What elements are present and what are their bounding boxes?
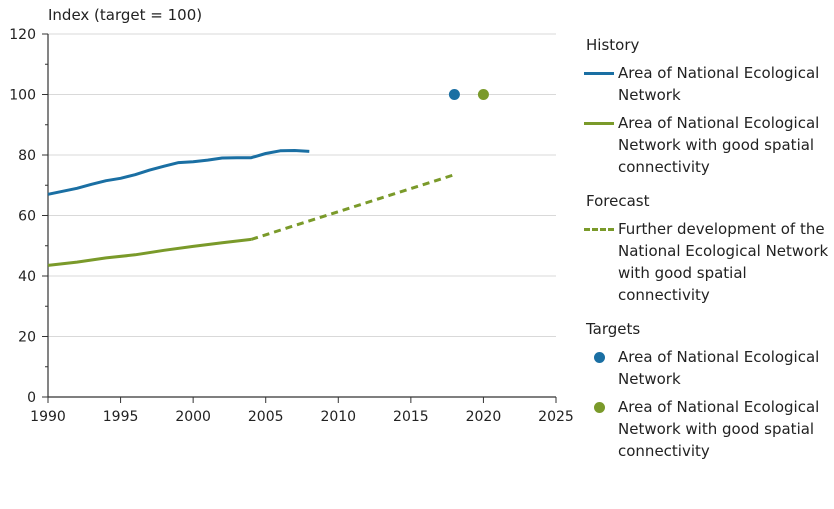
tick-labels: 0 20 40 60 80 100 120 1990 1995 2000 2005 2010 2015 2… bbox=[9, 27, 574, 425]
line-chart: Index (target = 100) 0 20 40 60 80 100 120 1990… bbox=[9, 6, 574, 425]
legend-key bbox=[580, 396, 618, 418]
legend-item: Further development of the National Ecol… bbox=[580, 218, 834, 306]
legend-group-history: History Area of National Ecological Netw… bbox=[580, 34, 834, 178]
dashed-line-swatch bbox=[584, 227, 614, 231]
dot-swatch bbox=[593, 401, 605, 413]
legend-group-title: Targets bbox=[586, 320, 641, 338]
legend-item: Area of National Ecological Network with… bbox=[580, 396, 834, 462]
legend-item: Area of National Ecological Network bbox=[580, 346, 834, 390]
x-tick-label: 1995 bbox=[103, 409, 139, 425]
y-tick-label: 100 bbox=[9, 88, 36, 104]
x-tick-label: 1990 bbox=[30, 409, 66, 425]
legend-key bbox=[580, 62, 618, 84]
legend-label: Area of National Ecological Network with… bbox=[618, 398, 820, 460]
x-tick-label: 2005 bbox=[248, 409, 284, 425]
legend-item: Area of National Ecological Network with… bbox=[580, 112, 834, 178]
target-point bbox=[477, 89, 489, 100]
legend-label: Area of National Ecological Network with… bbox=[618, 114, 820, 176]
legend-key bbox=[580, 218, 618, 240]
legend-label: Area of National Ecological Network bbox=[618, 348, 820, 388]
forecast-line bbox=[250, 173, 455, 241]
y-tick-label: 80 bbox=[18, 148, 36, 164]
legend-group-forecast: Forecast Further development of the Nati… bbox=[580, 190, 834, 306]
dot-swatch bbox=[593, 351, 605, 363]
legend-label: Area of National Ecological Network bbox=[618, 64, 820, 104]
y-tick-label: 40 bbox=[18, 269, 36, 285]
x-tick-label: 2000 bbox=[175, 409, 211, 425]
y-axis-title: Index (target = 100) bbox=[48, 6, 202, 24]
x-tick-label: 2025 bbox=[538, 409, 574, 425]
legend-group-targets: Targets Area of National Ecological Netw… bbox=[580, 318, 834, 462]
legend: History Area of National Ecological Netw… bbox=[580, 34, 834, 474]
solid-line-swatch bbox=[584, 121, 614, 125]
legend-item: Area of National Ecological Network bbox=[580, 62, 834, 106]
x-tick-label: 2015 bbox=[393, 409, 429, 425]
x-tick-label: 2010 bbox=[320, 409, 356, 425]
gridlines bbox=[48, 33, 556, 337]
x-tick-label: 2020 bbox=[466, 409, 502, 425]
y-tick-label: 120 bbox=[9, 27, 36, 43]
y-tick-label: 20 bbox=[18, 330, 36, 346]
legend-group-title: Forecast bbox=[586, 192, 650, 210]
history-line bbox=[47, 149, 310, 196]
y-tick-label: 0 bbox=[27, 390, 36, 406]
axes bbox=[42, 33, 557, 403]
legend-group-title: History bbox=[586, 36, 640, 54]
history-line bbox=[47, 237, 252, 267]
legend-key bbox=[580, 346, 618, 368]
y-tick-label: 60 bbox=[18, 209, 36, 225]
series-layer bbox=[47, 89, 489, 267]
target-point bbox=[448, 89, 460, 100]
solid-line-swatch bbox=[584, 71, 614, 75]
legend-label: Further development of the National Ecol… bbox=[618, 220, 829, 304]
legend-key bbox=[580, 112, 618, 134]
